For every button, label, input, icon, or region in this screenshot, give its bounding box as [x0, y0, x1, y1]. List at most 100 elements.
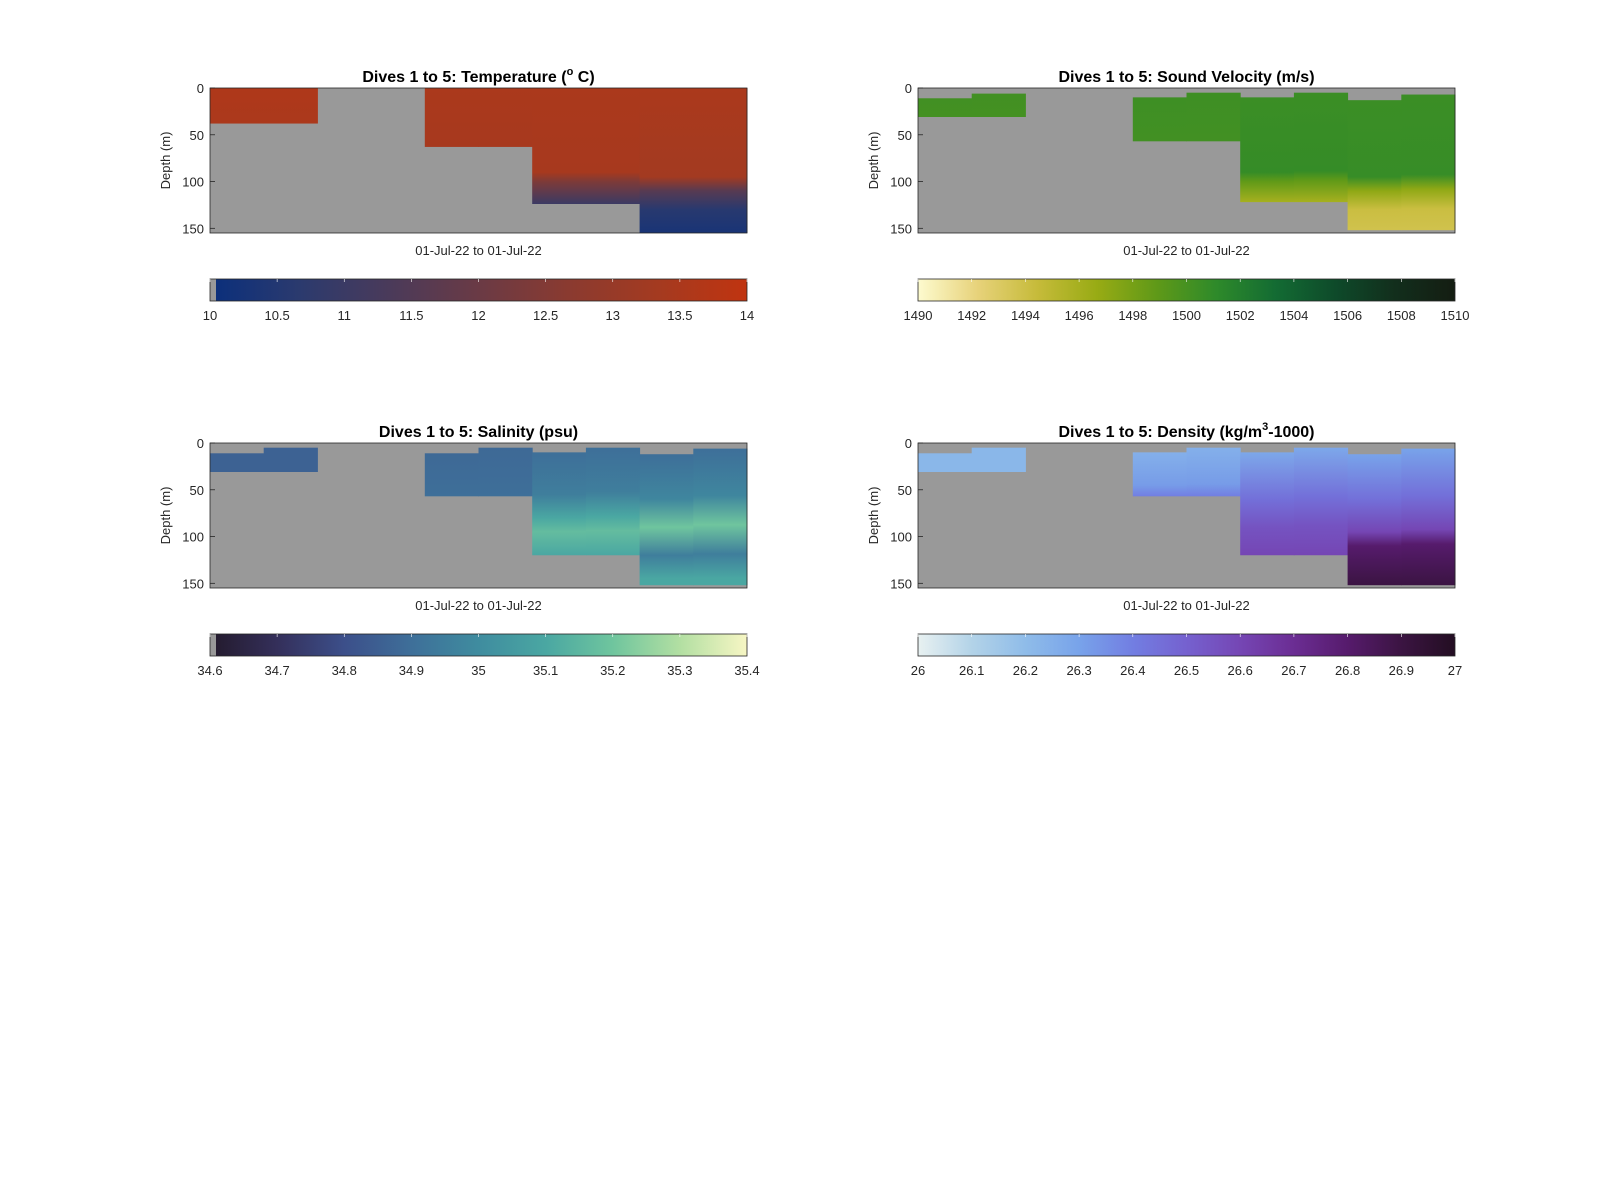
y-tick-label: 150: [182, 576, 204, 591]
colorbar-tick-label: 1492: [957, 308, 986, 323]
profile-cell: [971, 447, 1026, 472]
profile-cell: [424, 453, 479, 497]
axes-frame: [917, 87, 1456, 234]
profile-cell: [971, 93, 1026, 117]
colorbar: [210, 634, 747, 656]
sv-panel: 0 50 100 150 Depth (m) 01-Jul-22 to 01-Jul-22…: [866, 69, 1469, 323]
colorbar-tick-label: 26.2: [1013, 663, 1038, 678]
profile-cell: [918, 453, 973, 472]
profile-cell: [424, 88, 479, 147]
profile-cell: [1401, 94, 1456, 231]
colorbar-tick-label: 26.8: [1335, 663, 1360, 678]
colorbar-tick-label: 35.2: [600, 663, 625, 678]
colorbar: [918, 634, 1455, 656]
x-axis-label: 01-Jul-22 to 01-Jul-22: [1123, 598, 1249, 613]
colorbar-tick-label: 13: [606, 308, 620, 323]
axes-frame: [917, 442, 1456, 589]
colorbar-tick-label: 1494: [1011, 308, 1040, 323]
profile-cell: [1186, 447, 1241, 497]
colorbar: [918, 279, 1455, 301]
colorbar-tick-label: 1508: [1387, 308, 1416, 323]
profile-cell: [263, 88, 318, 124]
x-axis-label: 01-Jul-22 to 01-Jul-22: [415, 598, 541, 613]
colorbar-tick-label: 1504: [1279, 308, 1308, 323]
colorbar-tick-label: 34.7: [264, 663, 289, 678]
colorbar-tick-label: 35.1: [533, 663, 558, 678]
y-tick-label: 150: [890, 576, 912, 591]
colorbar-tick-label: 12: [471, 308, 485, 323]
y-tick-label: 50: [190, 483, 204, 498]
y-tick-label: 0: [197, 436, 204, 451]
colorbar-tick-label: 26.5: [1174, 663, 1199, 678]
colorbar-tick-label: 34.9: [399, 663, 424, 678]
colorbar-tick-label: 34.8: [332, 663, 357, 678]
y-tick-label: 150: [890, 221, 912, 236]
colorbar-tick-label: 26.4: [1120, 663, 1145, 678]
profile-cell: [1401, 448, 1456, 586]
colorbar-tick-label: 35: [471, 663, 485, 678]
colorbar-tick-label: 1510: [1441, 308, 1470, 323]
colorbar-tick-label: 11: [338, 308, 352, 323]
y-tick-label: 150: [182, 221, 204, 236]
colorbar-tick-label: 13.5: [667, 308, 692, 323]
colorbar-tick-label: 1496: [1065, 308, 1094, 323]
colorbar-tick-label: 26.6: [1228, 663, 1253, 678]
colorbar-tick-label: 26: [911, 663, 925, 678]
axes-frame: [209, 442, 748, 589]
y-tick-label: 0: [905, 436, 912, 451]
profile-cell: [1347, 454, 1402, 586]
profile-cell: [1293, 447, 1349, 556]
profile-cell: [1132, 452, 1187, 497]
y-axis-label: Depth (m): [158, 132, 173, 190]
colorbar-tick-label: 14: [740, 308, 754, 323]
colorbar-tick-label: 1506: [1333, 308, 1362, 323]
y-axis-label: Depth (m): [866, 132, 881, 190]
profile-cell: [210, 453, 265, 472]
colorbar-tick-label: 26.3: [1066, 663, 1091, 678]
profile-cell: [1240, 97, 1295, 203]
colorbar-tick-label: 1498: [1118, 308, 1147, 323]
colorbar-tick-label: 10: [203, 308, 217, 323]
profile-cell: [1186, 92, 1241, 142]
colorbar-tick-label: 26.9: [1389, 663, 1414, 678]
y-tick-label: 100: [890, 175, 912, 190]
colorbar-tick-label: 1502: [1226, 308, 1255, 323]
x-axis-label: 01-Jul-22 to 01-Jul-22: [415, 243, 541, 258]
profile-cell: [263, 447, 318, 472]
profile-cell: [478, 447, 533, 497]
y-tick-label: 50: [190, 128, 204, 143]
colorbar-nodata-swatch: [210, 279, 216, 301]
colorbar: [210, 279, 747, 301]
profile-cell: [1293, 92, 1349, 203]
sal-panel: 0 50 100 150 Depth (m) 01-Jul-22 to 01-Jul-22…: [158, 424, 760, 678]
profile-cell: [1240, 452, 1295, 556]
profile-cell: [693, 88, 748, 233]
y-tick-label: 0: [905, 81, 912, 96]
dens-panel: 0 50 100 150 Depth (m) 01-Jul-22 to 01-Jul-22…: [866, 421, 1462, 678]
profile-cell: [693, 448, 748, 586]
colorbar-tick-label: 1490: [904, 308, 933, 323]
colorbar-tick-label: 11.5: [399, 308, 423, 323]
colorbar-tick-label: 1500: [1172, 308, 1201, 323]
y-tick-label: 100: [890, 530, 912, 545]
profile-cell: [478, 88, 533, 147]
y-tick-label: 0: [197, 81, 204, 96]
profile-cell: [532, 452, 587, 556]
profile-cell: [639, 454, 694, 586]
profile-cell: [210, 88, 265, 124]
profile-cell: [918, 98, 973, 117]
colorbar-tick-label: 26.7: [1281, 663, 1306, 678]
chart-title: Dives 1 to 5: Sound Velocity (m/s): [1058, 69, 1314, 86]
colorbar-tick-label: 12.5: [533, 308, 558, 323]
axes-frame: [209, 87, 748, 234]
colorbar-tick-label: 34.6: [197, 663, 222, 678]
temp-panel: 0 50 100 150 Depth (m) 01-Jul-22 to 01-Jul-22…: [158, 66, 754, 323]
chart-title: Dives 1 to 5: Salinity (psu): [379, 424, 578, 441]
y-tick-label: 50: [898, 128, 912, 143]
y-axis-label: Depth (m): [866, 487, 881, 545]
profile-cell: [532, 88, 587, 204]
y-tick-label: 100: [182, 175, 204, 190]
profile-cell: [585, 447, 641, 556]
colorbar-tick-label: 35.4: [734, 663, 759, 678]
